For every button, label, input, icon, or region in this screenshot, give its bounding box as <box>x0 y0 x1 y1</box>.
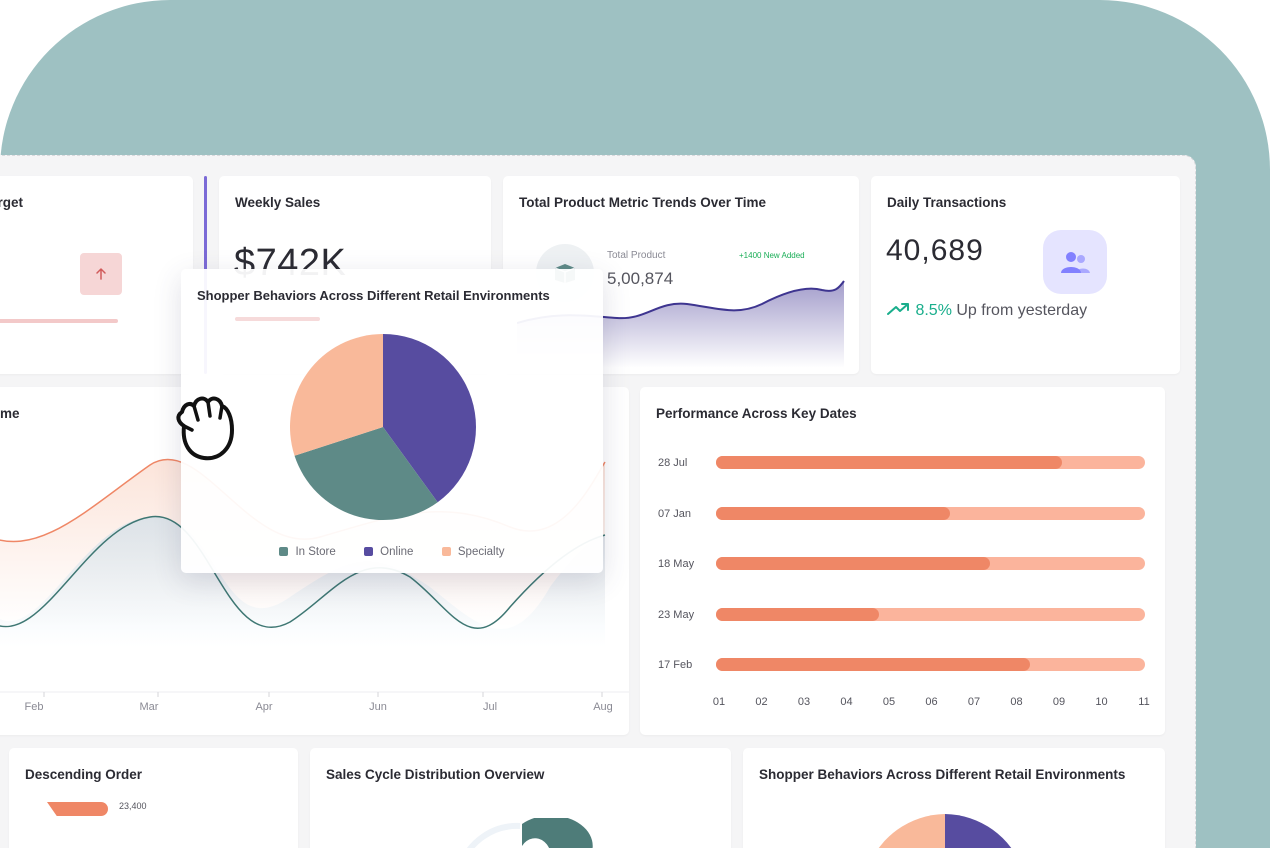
legend-item-online: Online <box>364 546 413 558</box>
trend-up-icon <box>887 303 909 315</box>
bar-track <box>716 557 1145 570</box>
x-tick-label: 09 <box>1052 696 1066 708</box>
target-card: arget <box>0 176 193 374</box>
bar-label: 17 Feb <box>658 659 693 671</box>
x-tick-label: 02 <box>755 696 768 708</box>
popup-progress <box>235 317 320 321</box>
month-tick: Mar <box>139 701 159 713</box>
x-tick-label: 03 <box>797 696 811 708</box>
arrow-up-icon[interactable] <box>80 253 122 295</box>
bar[interactable] <box>716 607 879 621</box>
x-tick-label: 11 <box>1138 696 1150 708</box>
new-added-badge: +1400 New Added <box>739 251 805 260</box>
x-tick-label: 05 <box>882 696 896 708</box>
pie-legend: In Store Online Specialty <box>181 542 603 560</box>
pie-slice-specialty[interactable] <box>290 334 383 456</box>
card-title: Total Product Metric Trends Over Time <box>519 195 767 210</box>
bar-label: 28 Jul <box>658 457 688 469</box>
bar-label: 18 May <box>658 558 695 570</box>
daily-transactions-value: 40,689 <box>886 234 984 267</box>
bar-label: 07 Jan <box>658 507 692 520</box>
month-tick: Feb <box>24 701 44 713</box>
shopper-behaviors-popup[interactable]: Shopper Behaviors Across Different Retai… <box>181 269 603 573</box>
change-text: Up from yesterday <box>956 302 1088 319</box>
bar[interactable] <box>716 658 1030 671</box>
card-title: arget <box>0 195 24 210</box>
bar-track <box>716 456 1145 469</box>
descending-order-card: Descending Order 23,400 <box>9 748 298 848</box>
x-tick-label: 10 <box>1095 696 1108 708</box>
daily-transactions-card: Daily Transactions 40,689 8.5% Up from y… <box>871 176 1180 374</box>
pie-slice-online[interactable] <box>383 334 476 503</box>
x-tick-label: 04 <box>840 696 853 708</box>
bar[interactable] <box>716 557 991 570</box>
shopper-behaviors-card: Shopper Behaviors Across Different Retai… <box>743 748 1165 848</box>
pie-slice-in-store[interactable] <box>294 427 438 520</box>
bar-track <box>716 607 1145 621</box>
performance-card: Performance Across Key Dates 28 Jul 07 Ja… <box>640 387 1165 735</box>
legend-item-specialty: Specialty <box>441 546 505 558</box>
pie-chart-partial <box>878 814 1012 848</box>
card-title: me <box>0 406 20 421</box>
legend-item-in-store: In Store <box>279 546 336 558</box>
month-tick: Aug <box>593 701 613 713</box>
change-percent: 8.5% <box>915 302 952 319</box>
change-row: 8.5% Up from yesterday <box>887 302 1087 320</box>
card-title: Sales Cycle Distribution Overview <box>326 767 545 782</box>
card-title: Shopper Behaviors Across Different Retai… <box>759 767 1126 782</box>
grab-hand-icon <box>176 396 234 461</box>
bar-track <box>716 658 1145 671</box>
x-tick-label: 01 <box>712 696 726 708</box>
month-tick: Jun <box>369 701 387 713</box>
card-title: Daily Transactions <box>887 195 1007 210</box>
card-title: Weekly Sales <box>235 195 321 210</box>
popup-title: Shopper Behaviors Across Different Retai… <box>197 288 550 303</box>
x-tick-label: 06 <box>925 696 938 708</box>
month-tick: Jul <box>482 701 498 713</box>
month-tick: Apr <box>255 701 273 713</box>
descending-bar <box>47 802 108 816</box>
donut-chart <box>467 818 593 848</box>
bar-track <box>716 506 1145 520</box>
sales-cycle-card: Sales Cycle Distribution Overview <box>310 748 731 848</box>
bar[interactable] <box>716 456 1062 469</box>
bar-label: 23 May <box>658 608 695 621</box>
total-product-value: 5,00,874 <box>607 269 674 288</box>
card-title: Performance Across Key Dates <box>656 406 857 421</box>
x-tick-label: 07 <box>967 696 981 708</box>
pie-chart <box>290 334 476 520</box>
bar[interactable] <box>716 506 951 520</box>
progress-bar <box>0 319 118 323</box>
descending-bar-value: 23,400 <box>119 801 147 811</box>
users-icon <box>1043 230 1107 294</box>
total-product-label: Total Product <box>607 250 666 261</box>
card-title: Descending Order <box>25 767 143 782</box>
x-tick-label: 08 <box>1010 696 1023 708</box>
